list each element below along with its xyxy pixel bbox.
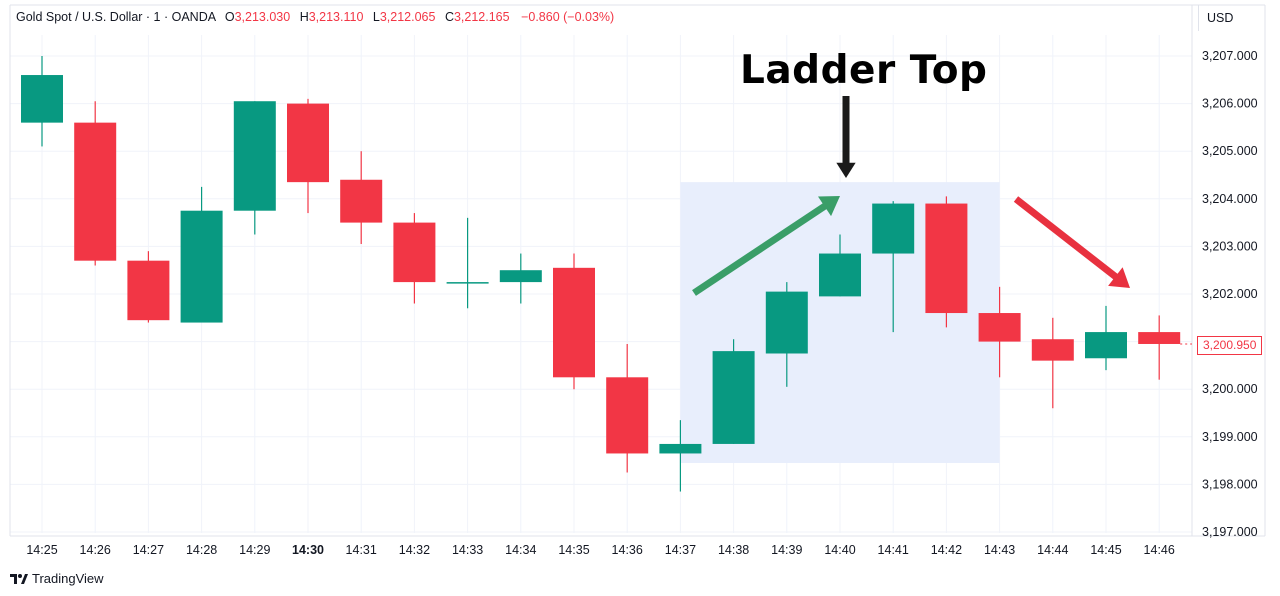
y-tick-label: 3,204.000 <box>1202 192 1258 206</box>
symbol-name: Gold Spot / U.S. Dollar · 1 · OANDA <box>16 10 216 24</box>
candle-body <box>21 75 63 123</box>
x-tick-label: 14:33 <box>452 543 483 557</box>
x-tick-label: 14:30 <box>292 543 324 557</box>
close-label: C <box>444 10 454 24</box>
x-tick-label: 14:40 <box>824 543 855 557</box>
close-value: 3,212.165 <box>453 10 510 24</box>
x-tick-label: 14:37 <box>665 543 696 557</box>
candle-body <box>1138 332 1181 344</box>
x-tick-label: 14:32 <box>399 543 430 557</box>
candle-body <box>765 291 808 354</box>
currency-selector[interactable]: USD <box>1198 5 1262 31</box>
high-label: H <box>299 10 309 24</box>
last-price-label: 3,200.950 <box>1197 336 1263 355</box>
y-tick-label: 3,197.000 <box>1202 525 1258 539</box>
y-tick-label: 3,200.000 <box>1202 382 1258 396</box>
candle-body <box>393 222 436 283</box>
candle-body <box>1031 339 1074 361</box>
annotation-title: Ladder Top <box>740 48 988 93</box>
y-tick-label: 3,198.000 <box>1202 477 1258 491</box>
down-arrow-annotation <box>836 96 856 178</box>
y-tick-label: 3,202.000 <box>1202 287 1258 301</box>
candle-body <box>659 443 702 454</box>
y-tick-label: 3,203.000 <box>1202 239 1258 253</box>
candle-body <box>287 103 329 183</box>
tradingview-logo[interactable]: TradingView <box>10 571 104 586</box>
x-tick-label: 14:45 <box>1090 543 1121 557</box>
x-tick-label: 14:31 <box>346 543 377 557</box>
ohlc-legend: Gold Spot / U.S. Dollar · 1 · OANDA O3,2… <box>16 10 614 24</box>
candle-body <box>712 351 755 444</box>
x-tick-label: 14:35 <box>558 543 589 557</box>
x-tick-label: 14:38 <box>718 543 749 557</box>
candle-body <box>553 267 595 378</box>
candle-body <box>499 270 542 283</box>
tradingview-icon <box>10 573 28 584</box>
candle-body <box>978 313 1021 342</box>
x-tick-label: 14:28 <box>186 543 217 557</box>
x-tick-label: 14:42 <box>931 543 962 557</box>
candle-body <box>233 101 276 211</box>
x-tick-label: 14:25 <box>26 543 57 557</box>
x-tick-label: 14:39 <box>771 543 802 557</box>
y-tick-label: 3,206.000 <box>1202 97 1258 111</box>
red-down-arrow-annotation <box>1013 196 1130 288</box>
candle-body <box>180 210 223 323</box>
candle-body <box>340 179 383 223</box>
y-tick-label: 3,199.000 <box>1202 430 1258 444</box>
x-tick-label: 14:36 <box>612 543 643 557</box>
candle-body <box>74 122 117 261</box>
candle-body <box>606 377 649 454</box>
green-up-arrow-annotation <box>692 196 840 296</box>
x-tick-label: 14:41 <box>878 543 909 557</box>
candle-body <box>127 260 170 321</box>
x-tick-label: 14:26 <box>80 543 111 557</box>
x-tick-label: 14:34 <box>505 543 536 557</box>
brand-name: TradingView <box>32 571 104 586</box>
candle-body <box>819 253 861 297</box>
candle-body <box>925 203 968 314</box>
x-tick-label: 14:27 <box>133 543 164 557</box>
candle-body <box>872 203 915 254</box>
y-tick-label: 3,205.000 <box>1202 144 1258 158</box>
open-label: O <box>224 10 235 24</box>
high-value: 3,213.110 <box>308 10 364 24</box>
x-tick-label: 14:46 <box>1144 543 1175 557</box>
x-tick-label: 14:44 <box>1037 543 1068 557</box>
x-tick-label: 14:43 <box>984 543 1015 557</box>
low-label: L <box>372 10 380 24</box>
y-tick-label: 3,207.000 <box>1202 49 1258 63</box>
low-value: 3,212.065 <box>379 10 436 24</box>
x-tick-label: 14:29 <box>239 543 270 557</box>
open-value: 3,213.030 <box>234 10 291 24</box>
candle-body <box>446 282 489 284</box>
candle-body <box>1085 332 1127 359</box>
change-value: −0.860 (−0.03%) <box>521 10 615 24</box>
